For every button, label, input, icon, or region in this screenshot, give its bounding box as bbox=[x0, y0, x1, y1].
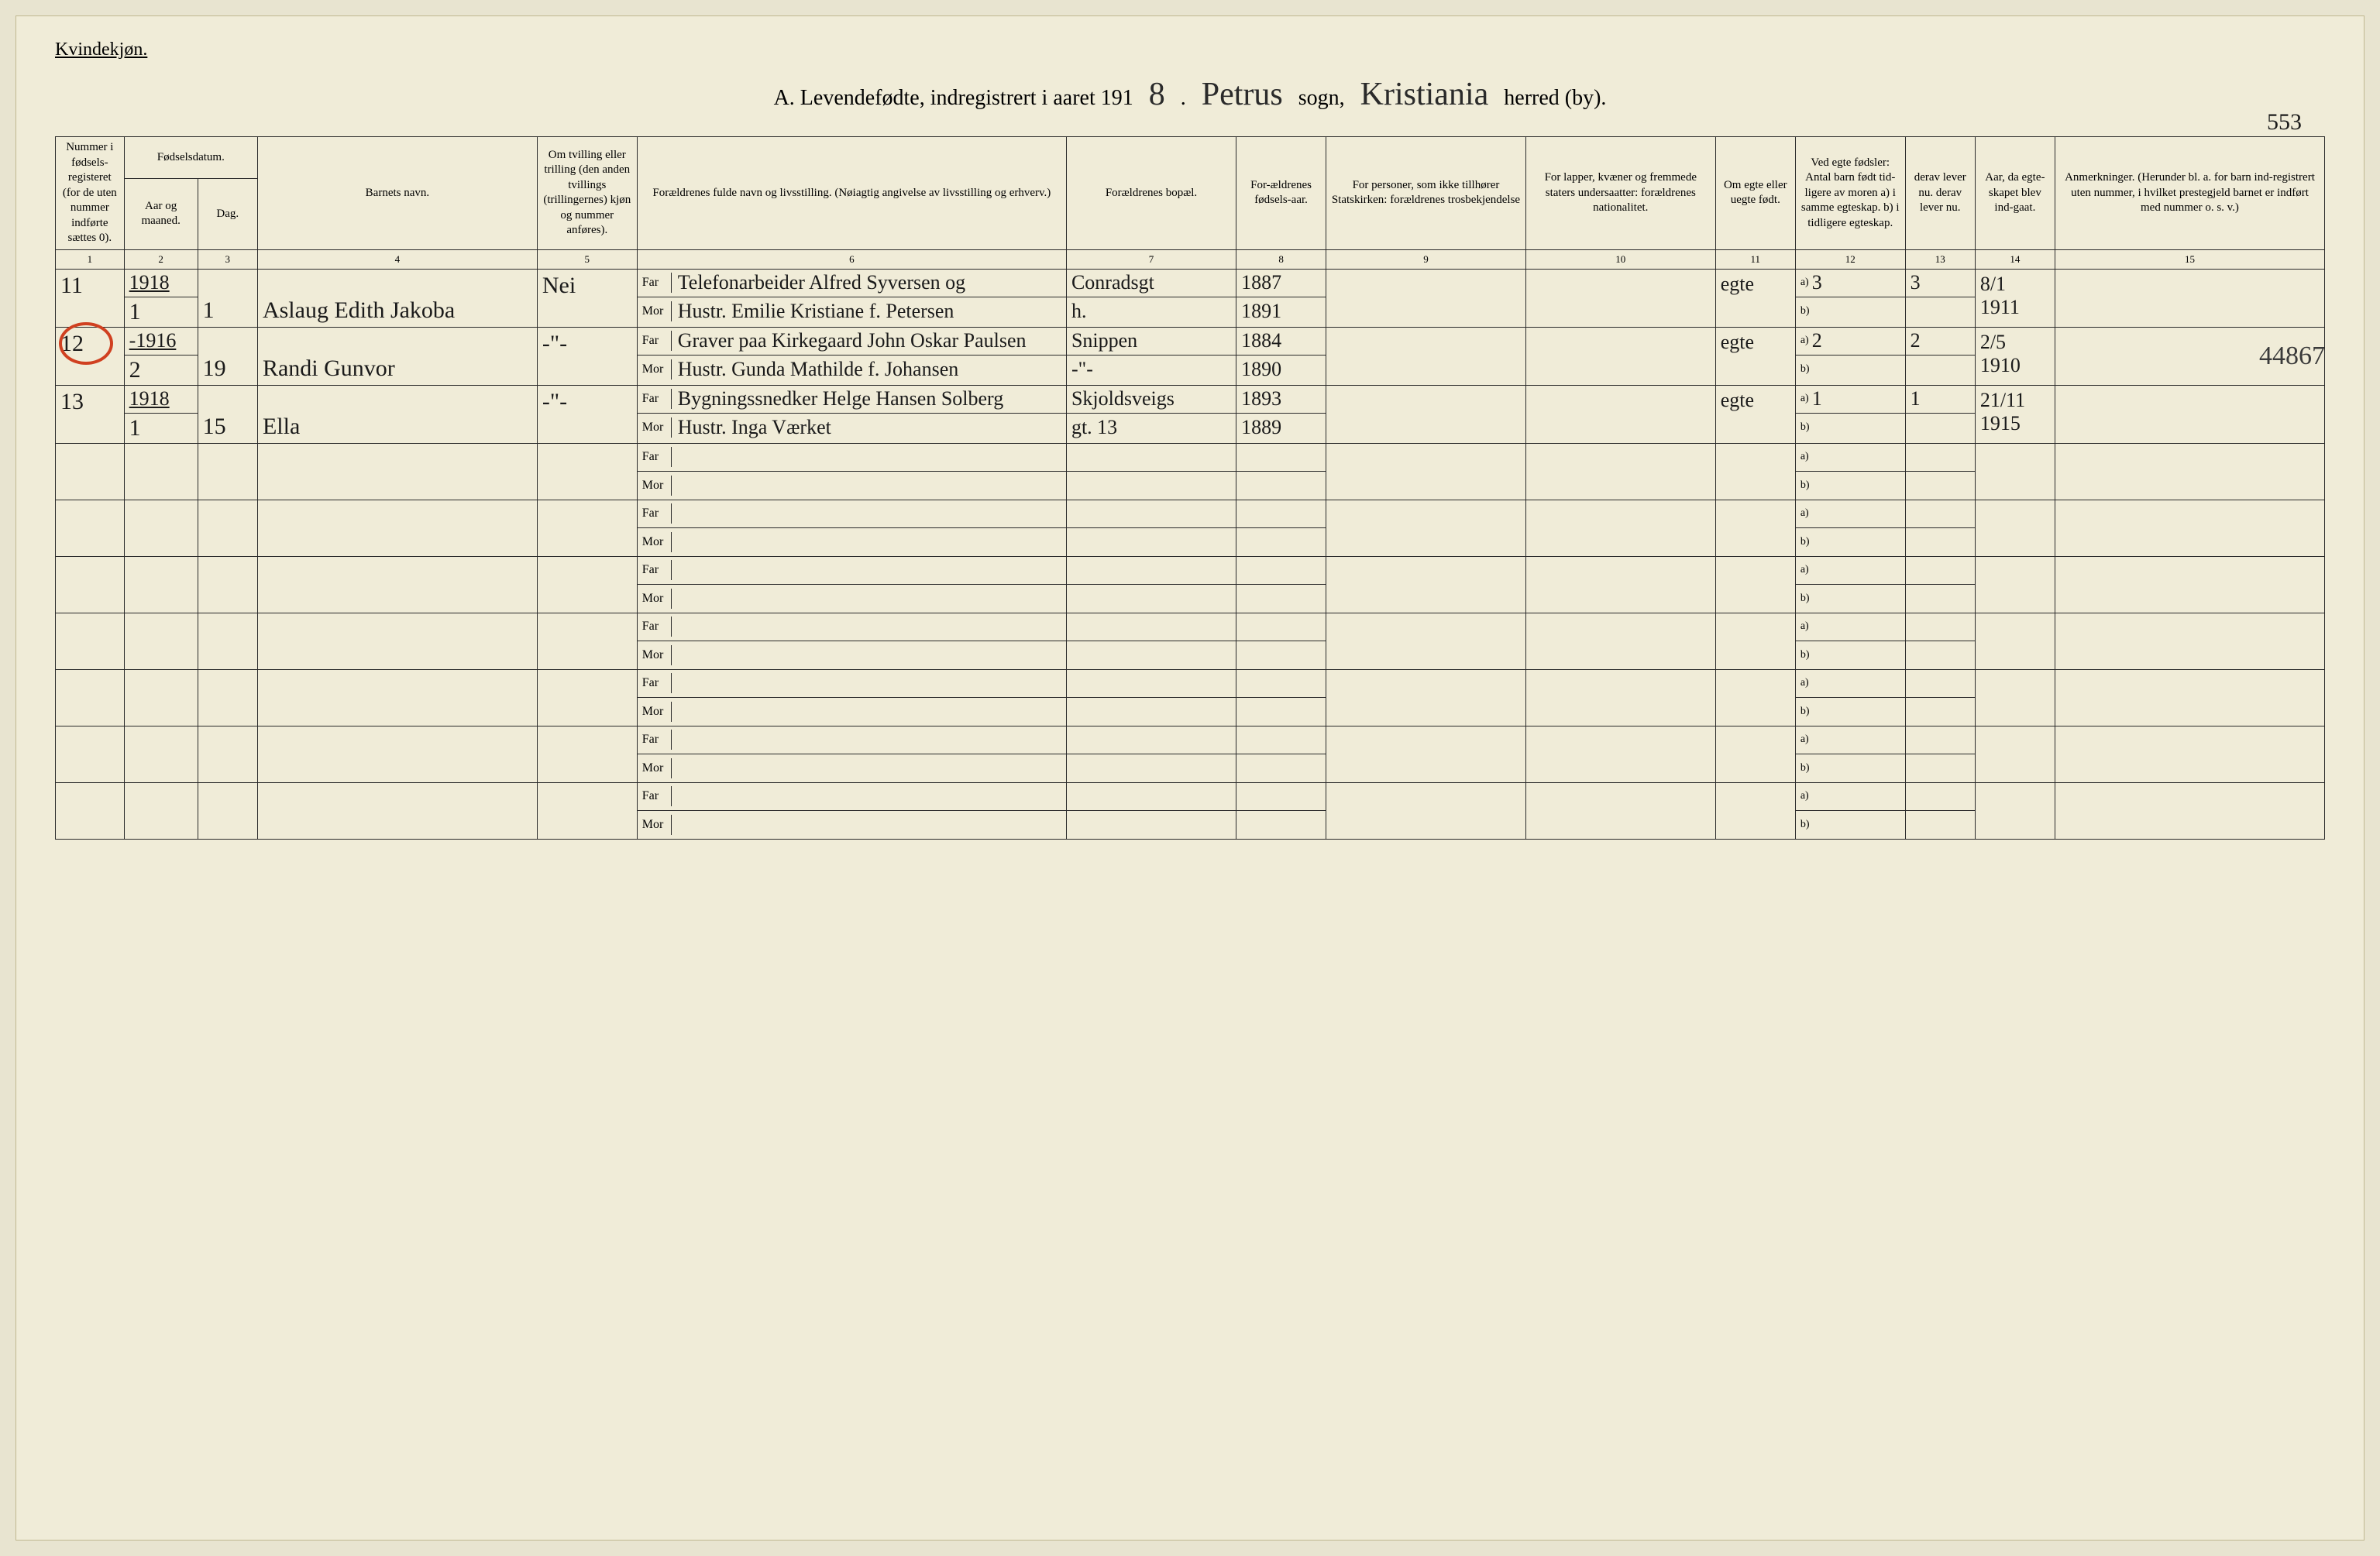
table-row-empty: Far Mor a) b) bbox=[56, 613, 2325, 669]
cell-day: 15 bbox=[198, 385, 257, 443]
margin-annotation: 44867 bbox=[2259, 342, 2325, 371]
cell-twin: Nei bbox=[537, 269, 637, 327]
herred-value: Kristiania bbox=[1360, 76, 1489, 113]
col-header-living: derav lever nu. derav lever nu. bbox=[1905, 137, 1975, 250]
table-cell: Conradsgt h. bbox=[1066, 269, 1236, 327]
cell-childname: Ella bbox=[257, 385, 537, 443]
cell-legit: egte bbox=[1715, 269, 1795, 327]
table-cell: 1893 1889 bbox=[1236, 385, 1326, 443]
cell-num: 11 bbox=[56, 269, 125, 327]
sogn-value: Petrus bbox=[1202, 76, 1283, 113]
col-header-marryr: Aar, da egte-skapet blev ind-gaat. bbox=[1975, 137, 2055, 250]
cell-parents: FarTelefonarbeider Alfred Syversen og Mo… bbox=[637, 269, 1066, 327]
table-row-empty: Far Mor a) b) bbox=[56, 500, 2325, 556]
column-numbers-row: 1 2 3 4 5 6 7 8 9 10 11 12 13 14 15 bbox=[56, 249, 2325, 269]
cell-remarks bbox=[2055, 269, 2324, 327]
ledger-page: Kvindekjøn. A. Levendefødte, indregistre… bbox=[15, 15, 2365, 1541]
cell-twin: -"- bbox=[537, 385, 637, 443]
col-header-num: Nummer i fødsels-registeret (for de uten… bbox=[56, 137, 125, 250]
cell-prevborn: a)2 b) bbox=[1795, 327, 1905, 385]
red-circle-mark bbox=[59, 322, 113, 365]
table-row-empty: Far Mor a) b) bbox=[56, 782, 2325, 839]
title-prefix: A. Levendefødte, indregistrert i aaret 1… bbox=[774, 86, 1133, 111]
cell-twin: -"- bbox=[537, 327, 637, 385]
table-row-empty: Far Mor a) b) bbox=[56, 443, 2325, 500]
cell-day: 19 bbox=[198, 327, 257, 385]
page-number: 553 bbox=[2267, 109, 2302, 136]
col-header-legit: Om egte eller uegte født. bbox=[1715, 137, 1795, 250]
col-header-address: Forældrenes bopæl. bbox=[1066, 137, 1236, 250]
table-cell: Skjoldsveigs gt. 13 bbox=[1066, 385, 1236, 443]
table-body: 11 1918 1 1 Aslaug Edith Jakoba Nei FarT… bbox=[56, 269, 2325, 839]
cell-remarks bbox=[2055, 385, 2324, 443]
col-header-twin: Om tvilling eller trilling (den anden tv… bbox=[537, 137, 637, 250]
cell-prevborn: a)1 b) bbox=[1795, 385, 1905, 443]
table-cell: 2 bbox=[1905, 327, 1975, 385]
cell-legit: egte bbox=[1715, 327, 1795, 385]
col-header-prevborn: Ved egte fødsler: Antal barn født tid-li… bbox=[1795, 137, 1905, 250]
cell-faith bbox=[1326, 327, 1526, 385]
cell-legit: egte bbox=[1715, 385, 1795, 443]
col-header-parents: Forældrenes fulde navn og livsstilling. … bbox=[637, 137, 1066, 250]
year-suffix: 8 bbox=[1149, 76, 1165, 113]
cell-parents: FarBygningssnedker Helge Hansen Solberg … bbox=[637, 385, 1066, 443]
table-header: Nummer i fødsels-registeret (for de uten… bbox=[56, 137, 2325, 270]
table-row: 12 -1916 2 19 Randi Gunvor -"- FarGraver… bbox=[56, 327, 2325, 385]
cell-faith bbox=[1326, 269, 1526, 327]
table-cell: 1 bbox=[1905, 385, 1975, 443]
table-cell: Snippen -"- bbox=[1066, 327, 1236, 385]
table-row: 13 1918 1 15 Ella -"- FarBygningssnedker… bbox=[56, 385, 2325, 443]
table-cell: 3 bbox=[1905, 269, 1975, 327]
cell-nat bbox=[1525, 269, 1715, 327]
table-row-empty: Far Mor a) b) bbox=[56, 726, 2325, 782]
col-header-remarks: Anmerkninger. (Herunder bl. a. for barn … bbox=[2055, 137, 2324, 250]
cell-marryr: 21/11 1915 bbox=[1975, 385, 2055, 443]
page-header: A. Levendefødte, indregistrert i aaret 1… bbox=[55, 76, 2325, 113]
sogn-label: sogn, bbox=[1298, 86, 1345, 111]
cell-day: 1 bbox=[198, 269, 257, 327]
cell-nat bbox=[1525, 327, 1715, 385]
col-header-aar: Aar og maaned. bbox=[124, 179, 198, 249]
cell-year: -1916 2 bbox=[124, 327, 198, 385]
table-cell: 1884 1890 bbox=[1236, 327, 1326, 385]
cell-year: 1918 1 bbox=[124, 385, 198, 443]
table-row-empty: Far Mor a) b) bbox=[56, 556, 2325, 613]
birth-register-table: Nummer i fødsels-registeret (for de uten… bbox=[55, 136, 2325, 840]
table-cell: 1887 1891 bbox=[1236, 269, 1326, 327]
col-header-dag: Dag. bbox=[198, 179, 257, 249]
cell-marryr: 2/5 1910 bbox=[1975, 327, 2055, 385]
cell-parents: FarGraver paa Kirkegaard John Oskar Paul… bbox=[637, 327, 1066, 385]
gender-label: Kvindekjøn. bbox=[55, 40, 2325, 60]
table-row-empty: Far Mor a) b) bbox=[56, 669, 2325, 726]
cell-nat bbox=[1525, 385, 1715, 443]
col-header-parentyear: For-ældrenes fødsels-aar. bbox=[1236, 137, 1326, 250]
cell-prevborn: a)3 b) bbox=[1795, 269, 1905, 327]
col-header-birthdate: Fødselsdatum. bbox=[124, 137, 257, 179]
herred-label: herred (by). bbox=[1504, 86, 1606, 111]
table-row: 11 1918 1 1 Aslaug Edith Jakoba Nei FarT… bbox=[56, 269, 2325, 327]
cell-num: 13 bbox=[56, 385, 125, 443]
col-header-nationality: For lapper, kvæner og fremmede staters u… bbox=[1525, 137, 1715, 250]
cell-year: 1918 1 bbox=[124, 269, 198, 327]
col-header-faith: For personer, som ikke tillhører Statski… bbox=[1326, 137, 1526, 250]
col-header-name: Barnets navn. bbox=[257, 137, 537, 250]
cell-faith bbox=[1326, 385, 1526, 443]
cell-childname: Aslaug Edith Jakoba bbox=[257, 269, 537, 327]
cell-childname: Randi Gunvor bbox=[257, 327, 537, 385]
cell-marryr: 8/1 1911 bbox=[1975, 269, 2055, 327]
